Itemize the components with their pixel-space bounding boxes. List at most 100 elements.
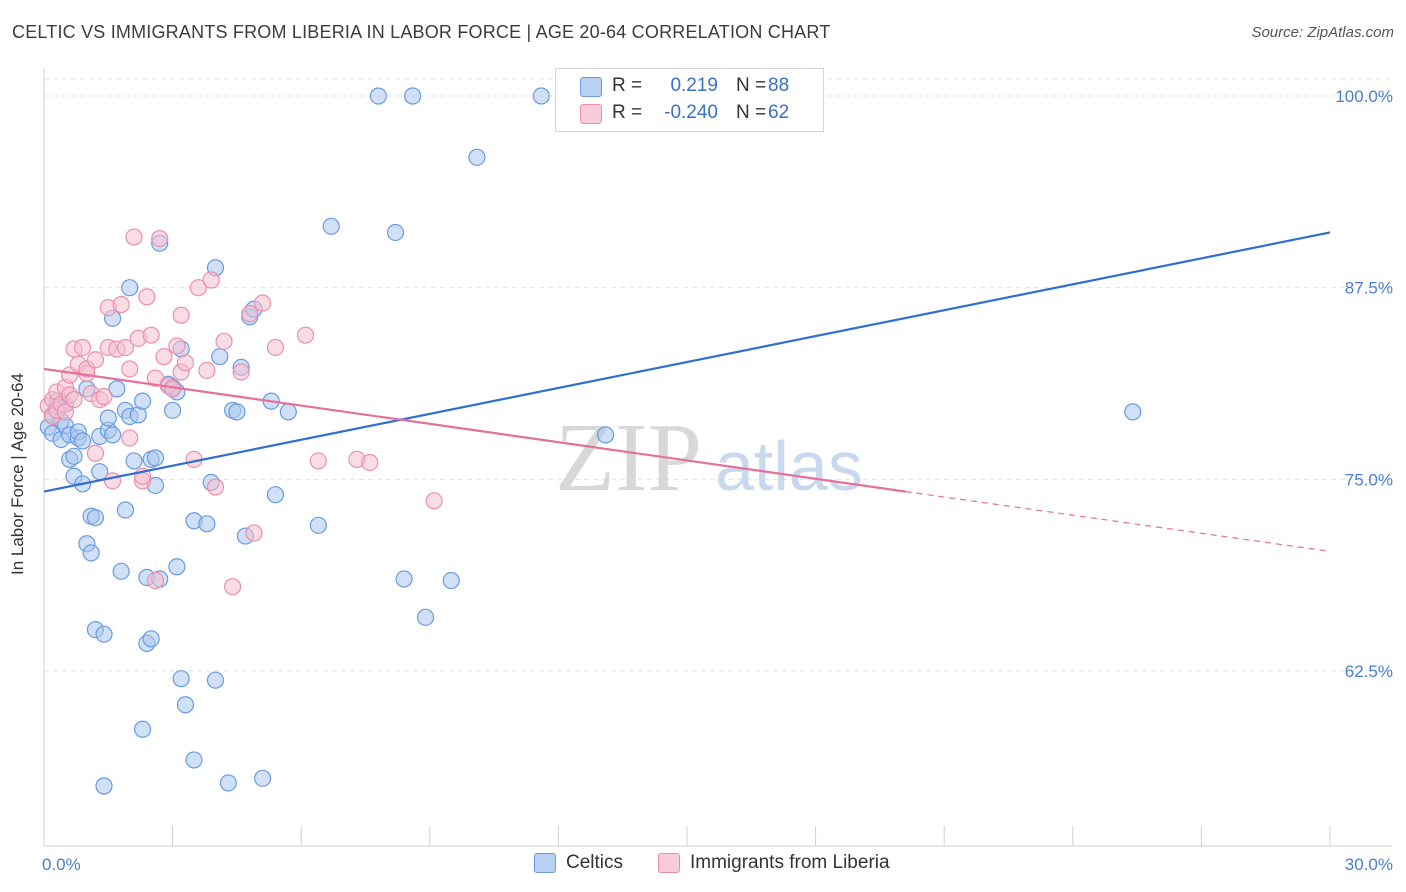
liberia-point — [142, 326, 160, 344]
liberia-trend-line-extension — [905, 491, 1331, 552]
liberia-point — [172, 306, 190, 324]
celtics-point — [228, 403, 246, 421]
liberia-point — [86, 351, 105, 369]
liberia-point — [361, 453, 379, 472]
celtics-point — [112, 562, 130, 580]
liberia-point — [155, 348, 173, 366]
liberia-point — [206, 478, 225, 496]
celtics-point — [73, 432, 92, 450]
y-tick-label: 62.5% — [1345, 662, 1393, 681]
liberia-point — [56, 403, 75, 421]
celtics-point — [206, 671, 225, 689]
celtics-point — [95, 625, 113, 643]
liberia-point — [95, 387, 113, 406]
legend-n-value: 88 — [768, 75, 790, 96]
liberia-point — [138, 288, 156, 306]
legend-r-label: R = — [612, 75, 643, 96]
x-tick-label: 30.0% — [1345, 855, 1393, 874]
celtics-point — [266, 486, 285, 504]
liberia-point — [121, 429, 139, 447]
celtics-point — [65, 447, 83, 465]
celtics-point — [142, 630, 160, 648]
celtics-point — [219, 774, 237, 792]
liberia-point — [151, 230, 169, 248]
y-tick-label: 87.5% — [1345, 279, 1393, 298]
liberia-point — [73, 338, 92, 357]
celtics-point — [86, 509, 105, 527]
correlation-legend: R = 0.219 N = 88 R = -0.240 N = 62 — [555, 68, 824, 132]
celtics-point — [369, 87, 387, 105]
celtics-point — [95, 777, 113, 795]
liberia-point — [146, 571, 165, 590]
celtics-point — [99, 409, 117, 427]
celtics-point — [404, 87, 422, 105]
liberia-point — [425, 492, 443, 510]
celtics-point — [198, 515, 216, 533]
celtics-point — [596, 426, 615, 444]
series-label: Celtics — [566, 852, 624, 873]
liberia-point — [116, 338, 135, 357]
celtics-point — [133, 392, 152, 410]
celtics-point — [211, 348, 229, 366]
celtics-point — [108, 380, 126, 398]
liberia-point — [202, 271, 220, 289]
celtics-point — [125, 452, 143, 470]
celtics-point — [121, 279, 139, 297]
celtics-point — [395, 570, 413, 588]
celtics-point — [185, 751, 203, 769]
liberia-point — [296, 326, 315, 344]
liberia-point — [121, 360, 139, 378]
chart-title: CELTIC VS IMMIGRANTS FROM LIBERIA IN LAB… — [12, 22, 831, 42]
celtics-trend-line — [43, 231, 1331, 493]
trend-lines — [43, 231, 1331, 552]
celtics-point — [1124, 403, 1142, 421]
celtics-point — [164, 401, 182, 419]
celtics-point — [103, 426, 122, 444]
legend-n-value: 62 — [768, 102, 790, 123]
legend-swatch-blue — [580, 77, 602, 97]
liberia-point — [189, 279, 207, 297]
celtics-point — [133, 720, 152, 738]
series-label: Immigrants from Liberia — [690, 852, 890, 873]
legend-r-value: -0.240 — [664, 102, 718, 123]
celtics-point — [116, 501, 135, 519]
liberia-point — [168, 337, 186, 355]
liberia-point — [65, 391, 83, 409]
celtics-point — [322, 217, 340, 235]
liberia-point — [245, 524, 263, 542]
celtics-point — [309, 516, 327, 534]
watermark-atlas: atlas — [715, 427, 863, 505]
liberia-point — [112, 295, 130, 314]
series-swatch-pink — [658, 853, 680, 873]
celtics-point — [82, 544, 100, 562]
celtics-point — [172, 670, 190, 688]
liberia-point — [224, 578, 242, 596]
liberia-point — [146, 369, 165, 387]
legend-n-label: N = — [736, 75, 767, 96]
liberia-point — [176, 354, 195, 372]
liberia-point — [198, 361, 216, 380]
liberia-trend-line — [43, 367, 906, 493]
legend-r-value: 0.219 — [670, 75, 718, 96]
liberia-point — [241, 305, 259, 323]
liberia-point — [125, 228, 143, 246]
liberia-points — [39, 228, 443, 596]
y-tick-label: 75.0% — [1345, 470, 1393, 489]
liberia-point — [254, 294, 272, 312]
celtics-point — [532, 87, 550, 105]
celtics-point — [416, 608, 435, 626]
watermark-zip: ZIP — [555, 404, 702, 512]
axes — [43, 68, 1392, 847]
liberia-point — [309, 452, 327, 470]
liberia-point — [266, 338, 285, 357]
liberia-point — [86, 444, 105, 462]
liberia-point — [215, 332, 233, 350]
x-tick-label: 0.0% — [42, 855, 81, 874]
celtics-point — [468, 148, 486, 166]
celtics-point — [168, 558, 186, 576]
series-swatch-blue — [534, 853, 556, 873]
celtics-point — [442, 571, 460, 590]
celtics-point — [279, 403, 297, 421]
celtics-point — [254, 769, 272, 787]
